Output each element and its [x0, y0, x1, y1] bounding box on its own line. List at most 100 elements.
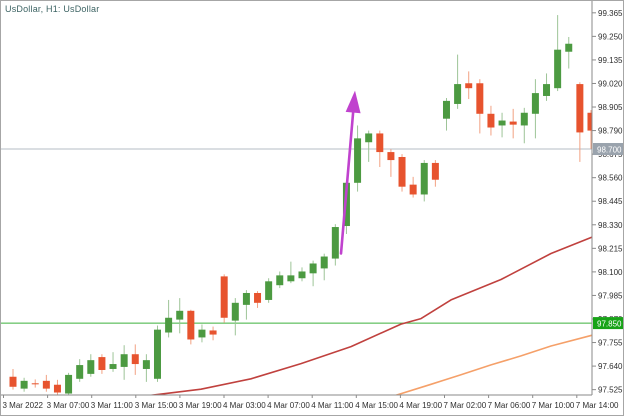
- price-tick-label: 98.560: [598, 174, 623, 183]
- candle-body: [454, 84, 462, 104]
- candle: [576, 82, 584, 162]
- time-tick-label: 3 Mar 11:00: [91, 401, 134, 410]
- time-axis[interactable]: 3 Mar 2022 3 Mar 07:00 3 Mar 11:00 3 Mar 15…: [3, 395, 620, 410]
- price-tick-label: 98.215: [598, 244, 623, 253]
- candle-body: [176, 310, 184, 320]
- candle: [287, 261, 295, 284]
- candle: [454, 54, 462, 109]
- candle-body: [87, 360, 95, 374]
- candle: [365, 130, 373, 162]
- price-tick-label: 97.640: [598, 362, 623, 371]
- time-tick-label: 3 Mar 07:00: [47, 401, 90, 410]
- time-tick-label: 3 Mar 15:00: [135, 401, 178, 410]
- candle: [298, 267, 306, 282]
- candle: [209, 326, 217, 341]
- candle: [587, 110, 592, 150]
- candle-body: [520, 112, 528, 126]
- candle-body: [31, 383, 39, 385]
- candle-body: [565, 43, 573, 52]
- candle-body: [365, 133, 373, 143]
- time-tick-label: 7 Mar 10:00: [532, 401, 575, 410]
- candle: [420, 160, 428, 202]
- candle-body: [254, 292, 262, 303]
- orange-ma-line: [394, 334, 592, 395]
- candle: [265, 278, 273, 303]
- candle-body: [131, 354, 139, 365]
- support-price-tag-box: [593, 317, 623, 330]
- candle-body: [231, 302, 239, 321]
- candle-body: [265, 281, 273, 300]
- time-tick-label: 4 Mar 03:00: [223, 401, 266, 410]
- candle: [254, 291, 262, 308]
- candle-body: [354, 138, 362, 183]
- price-axis[interactable]: 99.36599.25099.13599.02098.90598.79098.6…: [592, 9, 623, 395]
- support-price-tag: 97.850: [593, 317, 623, 330]
- candle-body: [198, 329, 206, 338]
- plot-area[interactable]: [1, 15, 594, 397]
- candle: [9, 368, 17, 390]
- candle: [376, 130, 384, 168]
- candle: [431, 160, 439, 187]
- current-price-tag-text: 98.700: [597, 146, 622, 155]
- candle: [409, 176, 417, 198]
- candle-body: [42, 380, 50, 389]
- candle-body: [576, 84, 584, 133]
- current-price-tag-box: [593, 143, 623, 156]
- time-tick-label: 4 Mar 19:00: [399, 401, 442, 410]
- candle: [53, 379, 61, 395]
- candle: [176, 298, 184, 334]
- candle: [76, 359, 84, 382]
- price-tick-label: 97.525: [598, 386, 623, 395]
- candle: [187, 309, 195, 345]
- candle-body: [387, 152, 395, 161]
- candle: [142, 354, 150, 382]
- candle: [531, 79, 539, 139]
- candle-body: [153, 329, 161, 379]
- candle-body: [420, 162, 428, 195]
- candle-body: [298, 271, 306, 279]
- candle: [309, 260, 317, 287]
- candle: [231, 298, 239, 336]
- candlestick-series: [9, 15, 592, 395]
- candle-body: [320, 256, 328, 269]
- candle-body: [20, 380, 28, 389]
- candle-body: [543, 84, 551, 96]
- candle-body: [220, 276, 228, 318]
- candle: [520, 107, 528, 144]
- candle: [42, 374, 50, 392]
- candle-body: [509, 121, 517, 125]
- price-tick-label: 97.985: [598, 291, 623, 300]
- candle-body: [165, 317, 173, 333]
- price-tick-label: 98.790: [598, 127, 623, 136]
- candle-body: [309, 263, 317, 274]
- time-tick-label: 3 Mar 19:00: [179, 401, 222, 410]
- candle: [331, 224, 339, 266]
- candle: [543, 73, 551, 101]
- candle-body: [9, 376, 17, 387]
- candle-body: [487, 113, 495, 128]
- support-price-tag-text: 97.850: [597, 320, 622, 329]
- candle-body: [287, 275, 295, 282]
- price-tick-label: 99.135: [598, 56, 623, 65]
- candle: [87, 354, 95, 377]
- trend-arrow[interactable]: [339, 90, 361, 255]
- candle: [442, 98, 450, 131]
- candle: [109, 352, 117, 372]
- candle-body: [276, 275, 284, 286]
- red-ma-line: [148, 236, 592, 395]
- candle-body: [431, 162, 439, 180]
- candle: [476, 79, 484, 134]
- candle-body: [476, 83, 484, 114]
- candle: [31, 379, 39, 388]
- candle-body: [120, 354, 128, 367]
- axes: [1, 1, 593, 396]
- price-tick-label: 99.250: [598, 32, 623, 41]
- candle-body: [76, 365, 84, 379]
- candle: [165, 299, 173, 338]
- candle: [153, 325, 161, 382]
- candle-body: [187, 310, 195, 340]
- candle: [554, 15, 562, 92]
- time-tick-label: 3 Mar 2022: [3, 401, 44, 410]
